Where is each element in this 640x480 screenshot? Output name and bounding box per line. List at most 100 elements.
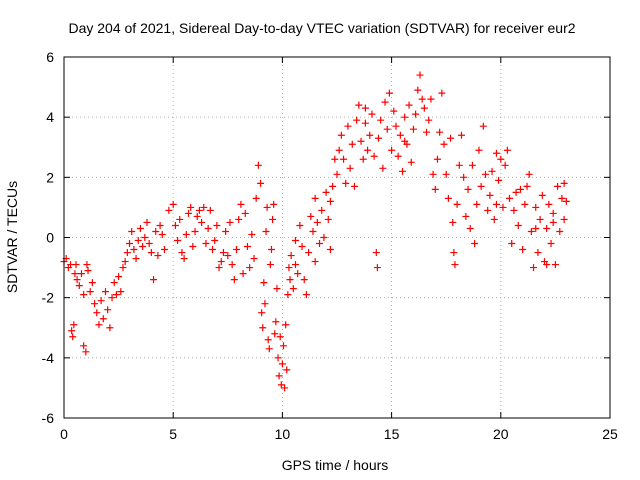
data-point [286, 276, 294, 284]
data-point [324, 215, 332, 223]
y-axis-ticks: -6 -4 -2 0 2 4 6 [42, 49, 610, 426]
data-point [427, 95, 435, 103]
data-point [492, 200, 500, 208]
data-point [282, 321, 290, 329]
data-point [405, 101, 413, 109]
data-point [215, 264, 223, 272]
data-point [219, 249, 227, 257]
data-point [169, 200, 177, 208]
data-point [444, 194, 452, 202]
data-point [233, 246, 241, 254]
data-point [200, 203, 208, 211]
data-point [259, 324, 267, 332]
data-point [326, 246, 334, 254]
data-point [466, 224, 474, 232]
data-point [506, 194, 514, 202]
data-point [224, 252, 232, 260]
data-point [250, 255, 258, 263]
data-point [300, 276, 308, 284]
data-point [556, 227, 564, 235]
data-point [497, 155, 505, 163]
data-point [237, 200, 245, 208]
data-point [292, 237, 300, 245]
data-point [160, 246, 168, 254]
x-tick-label: 0 [60, 426, 68, 442]
data-point [475, 146, 483, 154]
data-point [305, 249, 313, 257]
data-point [269, 215, 277, 223]
data-point [119, 264, 127, 272]
data-point [401, 113, 409, 121]
data-point [241, 209, 249, 217]
data-point [276, 333, 284, 341]
data-point [549, 209, 557, 217]
data-point [370, 152, 378, 160]
data-point [228, 261, 236, 269]
data-point [143, 218, 151, 226]
data-point [176, 215, 184, 223]
data-point [141, 234, 149, 241]
data-point [230, 276, 238, 284]
data-point [195, 206, 203, 214]
data-point [549, 218, 557, 226]
data-point [278, 360, 286, 368]
y-tick-label: -4 [42, 350, 55, 366]
data-point [530, 264, 538, 272]
data-point [510, 206, 518, 214]
y-tick-label: 0 [46, 230, 54, 246]
data-point [88, 279, 96, 287]
data-point [158, 230, 166, 238]
data-point [267, 246, 275, 254]
data-point [495, 176, 503, 184]
y-axis-label: SDTVAR / TECUs [4, 181, 20, 293]
data-point [150, 276, 158, 284]
data-point [455, 161, 463, 169]
data-point [206, 206, 214, 214]
data-point [359, 155, 367, 163]
data-point [340, 155, 348, 163]
data-point [298, 243, 306, 251]
data-point [261, 300, 269, 308]
x-tick-label: 20 [493, 426, 509, 442]
data-point [193, 212, 201, 220]
data-point [462, 212, 470, 220]
data-point [477, 182, 485, 190]
data-point [180, 255, 188, 263]
data-point [132, 255, 140, 263]
data-point [271, 330, 279, 338]
y-tick-label: 4 [46, 109, 54, 125]
data-point [385, 89, 393, 97]
data-point [377, 116, 385, 124]
data-point [112, 291, 120, 299]
data-point [329, 182, 337, 190]
data-point [473, 200, 481, 208]
data-point [75, 282, 83, 290]
data-point [68, 327, 76, 335]
data-point [538, 191, 546, 199]
data-point [442, 170, 450, 178]
data-point [134, 237, 142, 245]
data-point [70, 321, 78, 329]
data-point [337, 131, 345, 139]
data-point [264, 336, 272, 344]
data-point [527, 227, 535, 235]
x-tick-label: 15 [384, 426, 400, 442]
data-point [187, 203, 195, 211]
data-point [407, 158, 415, 166]
data-point [355, 101, 363, 109]
data-point [77, 270, 85, 278]
data-point [307, 212, 315, 220]
data-point [562, 197, 570, 205]
data-point [479, 122, 487, 130]
data-point [302, 291, 310, 299]
data-point [545, 200, 553, 208]
data-point [543, 224, 551, 232]
data-point [106, 324, 114, 332]
data-point [451, 261, 459, 269]
data-point [239, 270, 247, 278]
data-point [418, 95, 426, 103]
data-point [136, 224, 144, 232]
data-point [130, 246, 138, 254]
data-point [488, 167, 496, 175]
